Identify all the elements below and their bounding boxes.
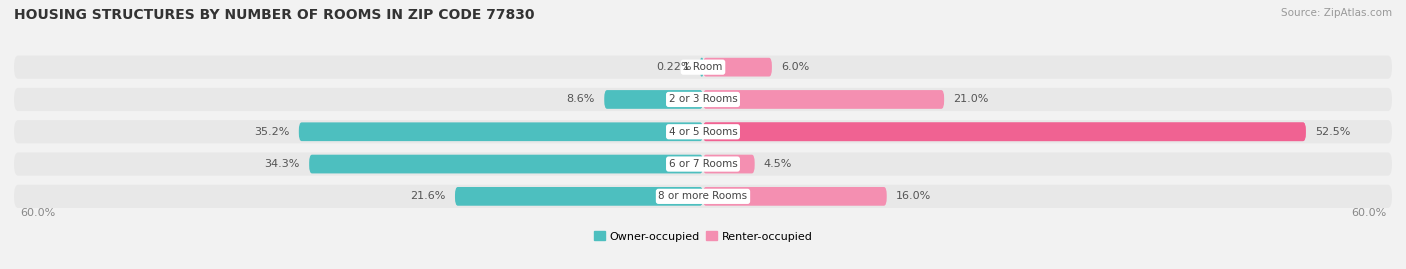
FancyBboxPatch shape bbox=[14, 185, 1392, 208]
Text: 8.6%: 8.6% bbox=[567, 94, 595, 104]
FancyBboxPatch shape bbox=[309, 155, 703, 174]
FancyBboxPatch shape bbox=[703, 122, 1306, 141]
Text: 60.0%: 60.0% bbox=[20, 208, 55, 218]
Text: Source: ZipAtlas.com: Source: ZipAtlas.com bbox=[1281, 8, 1392, 18]
Text: 60.0%: 60.0% bbox=[1351, 208, 1386, 218]
Text: 34.3%: 34.3% bbox=[264, 159, 299, 169]
FancyBboxPatch shape bbox=[703, 155, 755, 174]
FancyBboxPatch shape bbox=[456, 187, 703, 206]
Text: 52.5%: 52.5% bbox=[1315, 127, 1350, 137]
FancyBboxPatch shape bbox=[703, 90, 945, 109]
Text: 16.0%: 16.0% bbox=[896, 191, 931, 201]
FancyBboxPatch shape bbox=[14, 153, 1392, 176]
FancyBboxPatch shape bbox=[14, 120, 1392, 143]
Text: HOUSING STRUCTURES BY NUMBER OF ROOMS IN ZIP CODE 77830: HOUSING STRUCTURES BY NUMBER OF ROOMS IN… bbox=[14, 8, 534, 22]
Legend: Owner-occupied, Renter-occupied: Owner-occupied, Renter-occupied bbox=[589, 227, 817, 246]
FancyBboxPatch shape bbox=[605, 90, 703, 109]
FancyBboxPatch shape bbox=[14, 55, 1392, 79]
Text: 4 or 5 Rooms: 4 or 5 Rooms bbox=[669, 127, 737, 137]
Text: 21.0%: 21.0% bbox=[953, 94, 988, 104]
Text: 6 or 7 Rooms: 6 or 7 Rooms bbox=[669, 159, 737, 169]
FancyBboxPatch shape bbox=[703, 58, 772, 76]
Text: 0.22%: 0.22% bbox=[655, 62, 692, 72]
Text: 2 or 3 Rooms: 2 or 3 Rooms bbox=[669, 94, 737, 104]
Text: 6.0%: 6.0% bbox=[782, 62, 810, 72]
FancyBboxPatch shape bbox=[700, 58, 703, 76]
Text: 8 or more Rooms: 8 or more Rooms bbox=[658, 191, 748, 201]
Text: 4.5%: 4.5% bbox=[763, 159, 792, 169]
FancyBboxPatch shape bbox=[703, 187, 887, 206]
FancyBboxPatch shape bbox=[703, 122, 1306, 141]
FancyBboxPatch shape bbox=[14, 88, 1392, 111]
Text: 35.2%: 35.2% bbox=[254, 127, 290, 137]
Text: 21.6%: 21.6% bbox=[411, 191, 446, 201]
Text: 1 Room: 1 Room bbox=[683, 62, 723, 72]
FancyBboxPatch shape bbox=[299, 122, 703, 141]
